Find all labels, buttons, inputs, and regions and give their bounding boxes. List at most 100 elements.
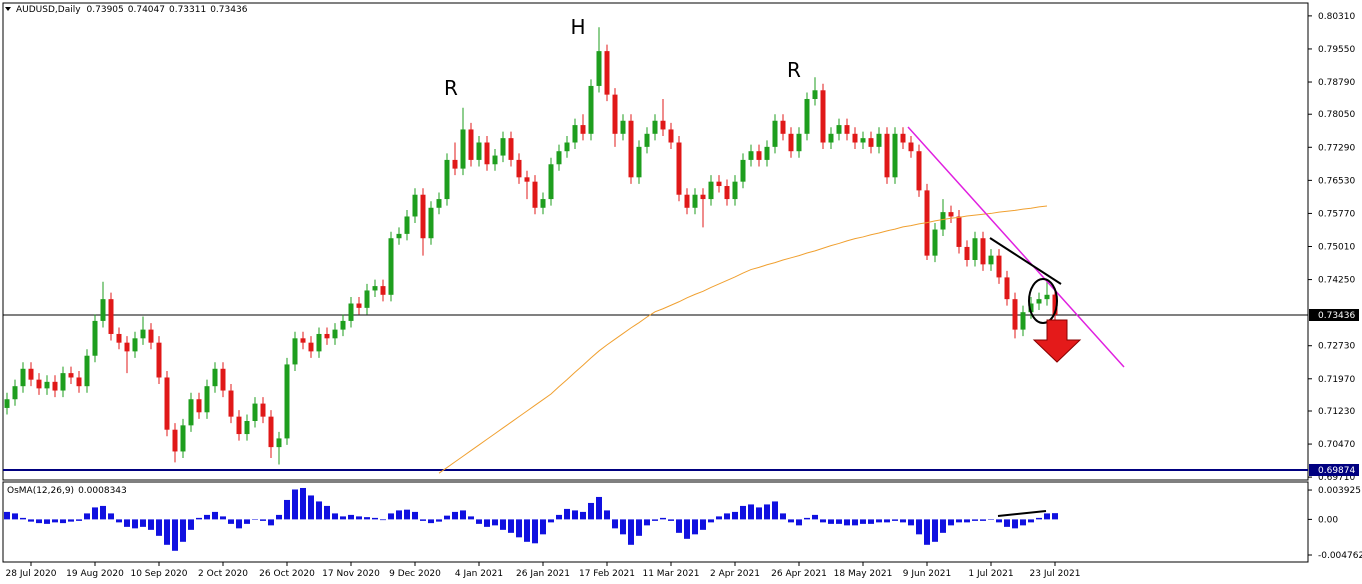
- candle-body: [484, 142, 490, 165]
- osma-bar: [876, 519, 882, 523]
- x-tick-label: 28 Jul 2020: [6, 569, 57, 579]
- osma-bar: [212, 511, 218, 520]
- candle-body: [668, 129, 674, 143]
- osma-panel: [2, 481, 1309, 563]
- osma-bar: [540, 519, 546, 535]
- candle-body: [476, 142, 482, 160]
- candle-body: [164, 377, 170, 430]
- candle-body: [1012, 299, 1018, 330]
- osma-bar: [900, 519, 906, 523]
- osma-bar: [156, 519, 162, 536]
- osma-bar: [908, 519, 914, 526]
- osma-bar: [308, 495, 314, 520]
- osma-header: OsMA(12,26,9) 0.0008343: [7, 486, 127, 496]
- y-tick-label: 0.75010: [1318, 243, 1355, 253]
- candle-body: [468, 129, 474, 160]
- candle-body: [908, 142, 914, 152]
- candle-body: [916, 151, 922, 191]
- candle-body: [20, 368, 26, 387]
- x-tick-label: 2 Apr 2021: [710, 569, 760, 579]
- osma-bar: [596, 496, 602, 520]
- osma-bar: [844, 519, 850, 526]
- osma-bar: [268, 519, 274, 526]
- candle-body: [428, 207, 434, 239]
- candle-body: [652, 120, 658, 134]
- y-tick-label: 0.69710: [1318, 473, 1355, 483]
- osma-bar: [868, 519, 874, 524]
- osma-bar: [108, 513, 114, 520]
- osma-bar: [500, 519, 506, 530]
- candle-body: [52, 381, 58, 391]
- osma-bar: [836, 519, 842, 524]
- x-tick-label: 9 Dec 2020: [389, 569, 441, 579]
- osma-bar: [316, 501, 322, 520]
- marks: 0.80310 0.79550 0.78790 0.78050 0.77290 0.765…: [3, 12, 1362, 579]
- price-panel: [2, 2, 1309, 481]
- osma-bar: [980, 519, 986, 521]
- candle-body: [876, 133, 882, 147]
- candle-body: [988, 255, 994, 265]
- candle-body: [276, 438, 282, 448]
- annotation: R: [444, 76, 458, 100]
- candle-body: [796, 133, 802, 152]
- moving-average: [438, 205, 1048, 474]
- candle-body: [268, 416, 274, 448]
- x-tick-label: 9 Jun 2021: [903, 569, 951, 579]
- candle-body: [300, 338, 306, 343]
- candle-body: [676, 142, 682, 195]
- osma-bar: [956, 519, 962, 523]
- x-tick-label: 23 Jul 2021: [1030, 569, 1081, 579]
- y-tick-label: 0.72730: [1318, 342, 1355, 352]
- candle-body: [604, 51, 610, 95]
- candle-body: [180, 425, 186, 452]
- candle-body: [244, 420, 250, 435]
- candle-body: [220, 368, 226, 391]
- candle-body: [420, 194, 426, 239]
- x-tick-label: 26 Apr 2021: [771, 569, 827, 579]
- osma-bar: [180, 519, 186, 542]
- candle-body: [340, 320, 346, 330]
- candle-body: [444, 159, 450, 200]
- osma-bar: [300, 487, 306, 520]
- candle-body: [412, 194, 418, 217]
- candle-body: [820, 90, 826, 143]
- osma-bar: [708, 519, 714, 523]
- osma-bar: [468, 516, 474, 520]
- candle-body: [692, 194, 698, 208]
- y-tick-label: 0.77290: [1318, 143, 1355, 153]
- candle-body: [836, 125, 842, 134]
- osma-bar: [700, 519, 706, 530]
- osma-bar: [92, 507, 98, 520]
- candle-body: [596, 51, 602, 86]
- osma-bar: [652, 519, 658, 521]
- osma-bar: [116, 519, 122, 523]
- candle-body: [1020, 312, 1026, 330]
- osma-bar: [812, 514, 818, 520]
- candle-body: [460, 129, 466, 169]
- candle-body: [4, 399, 10, 408]
- osma-bar: [260, 519, 266, 521]
- osma-bar: [628, 519, 634, 545]
- y-tick-label: 0.71230: [1318, 407, 1355, 417]
- low: 0.73311: [169, 5, 206, 15]
- candle-body: [92, 320, 98, 356]
- candle-body: [212, 368, 218, 387]
- candle-body: [500, 138, 506, 156]
- osma-bar: [716, 516, 722, 520]
- candle-body: [628, 120, 634, 178]
- osma-bar: [964, 519, 970, 523]
- osma-bar: [252, 519, 258, 520]
- y-tick-label: 0.80310: [1318, 12, 1355, 22]
- trend-line: [989, 237, 1062, 285]
- osma-bar: [636, 519, 642, 536]
- osma-bar: [940, 519, 946, 533]
- osma-bar: [356, 516, 362, 520]
- annotation: H: [570, 15, 585, 39]
- osma-bar: [436, 519, 442, 522]
- x-tick-label: 17 Feb 2021: [579, 569, 635, 579]
- divergence-line: [997, 510, 1047, 517]
- osma-bar: [644, 519, 650, 526]
- osma-bar: [804, 517, 810, 520]
- candle-body: [236, 416, 242, 435]
- candle-body: [76, 377, 82, 387]
